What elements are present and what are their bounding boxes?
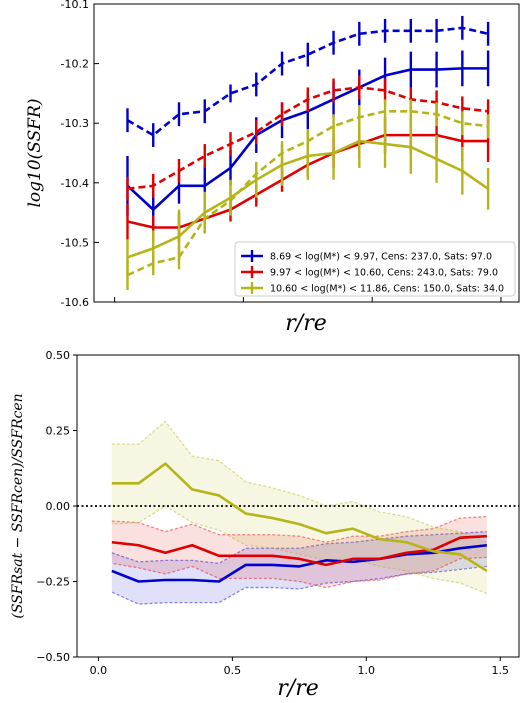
bottom-series-1-lower	[111, 556, 487, 589]
bottom-series-0-band	[111, 531, 487, 605]
top-y-label: log10(SSFR)	[25, 98, 45, 207]
legend-box	[234, 241, 516, 297]
top-plot-frame	[93, 3, 520, 303]
top-y-tick-label: -10.6	[61, 296, 89, 309]
bottom-panel: −0.50 −0.25 0.00 0.25 0.50 0.0 0.5 1.0 1.5 (SSFR…	[10, 349, 520, 701]
bottom-marks	[77, 420, 519, 605]
bottom-x-tick-label: 0.5	[224, 664, 242, 677]
bottom-x-tick-label: 0.0	[90, 664, 108, 677]
legend-entry-2: 10.60 < log(M*) < 11.86, Cens: 150.0, Sa…	[270, 284, 504, 295]
top-y-tick-label: -10.1	[61, 0, 89, 11]
bottom-y-tick-label: 0.50	[46, 349, 71, 362]
bottom-ticks: −0.50 −0.25 0.00 0.25 0.50 0.0 0.5 1.0 1.5	[36, 349, 509, 677]
bottom-series-1-band	[111, 516, 487, 588]
top-marks	[126, 15, 490, 291]
bottom-y-tick-label: −0.50	[36, 651, 70, 664]
bottom-series-2-band	[111, 421, 487, 594]
top-y-tick-label: -10.3	[61, 117, 89, 130]
legend-entry-1: 9.97 < log(M*) < 10.60, Cens: 243.0, Sat…	[270, 268, 498, 279]
top-series-0-sats-line	[126, 26, 489, 137]
bottom-y-tick-label: −0.25	[36, 576, 70, 589]
bottom-y-label: (SSFRsat − SSFRcen)/SSFRcen	[10, 393, 26, 618]
top-panel: -10.6 -10.5 -10.4 -10.3 -10.2 -10.1 8.69 < lo…	[25, 0, 520, 336]
bottom-x-label: r/re	[277, 676, 318, 701]
top-x-label: r/re	[285, 311, 326, 336]
legend-entry-0: 8.69 < log(M*) < 9.97, Cens: 237.0, Sats…	[270, 252, 492, 263]
top-y-ticks: -10.6 -10.5 -10.4 -10.3 -10.2 -10.1	[61, 0, 502, 309]
top-y-tick-label: -10.2	[61, 58, 89, 71]
bottom-y-tick-label: 0.25	[46, 425, 71, 438]
top-series-2	[126, 99, 490, 291]
bottom-series-2-line	[111, 462, 488, 573]
bottom-series-1-line	[111, 534, 487, 567]
bottom-series-2-lower	[111, 505, 488, 595]
legend: 8.69 < log(M*) < 9.97, Cens: 237.0, Sats…	[234, 241, 516, 297]
bottom-x-tick-label: 1.5	[491, 664, 509, 677]
bottom-series-1-upper	[111, 515, 487, 543]
bottom-y-tick-label: 0.00	[46, 500, 71, 513]
top-series-0	[126, 15, 490, 228]
bottom-x-tick-label: 1.0	[358, 664, 376, 677]
bottom-series-2-upper	[111, 420, 488, 543]
bottom-series-0-lower	[111, 565, 487, 605]
top-y-tick-label: -10.4	[61, 177, 89, 190]
bottom-series-0-line	[111, 543, 488, 583]
top-y-tick-label: -10.5	[61, 236, 89, 249]
